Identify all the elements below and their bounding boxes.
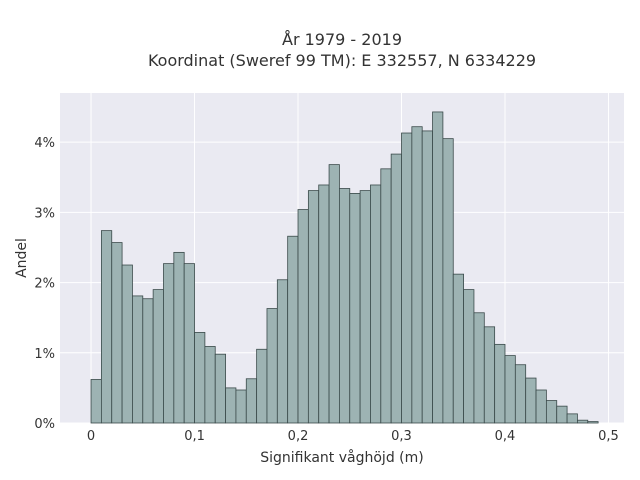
histogram-bar <box>100 230 113 424</box>
y-tick-label: 3% <box>34 206 55 221</box>
histogram-bar <box>473 312 485 424</box>
histogram-bar <box>349 193 361 424</box>
histogram-bar <box>339 188 351 424</box>
histogram-bar <box>266 308 278 424</box>
histogram-bar <box>442 138 454 424</box>
histogram-bar <box>525 377 537 424</box>
histogram-bar <box>214 353 226 424</box>
histogram-bar <box>514 364 527 424</box>
x-tick-label: 0,3 <box>391 429 412 444</box>
histogram-bar <box>421 130 433 424</box>
histogram-bar <box>256 348 268 424</box>
histogram-bar <box>287 235 299 424</box>
y-tick-label: 2% <box>34 277 55 292</box>
histogram-bar <box>307 190 320 424</box>
histogram-bar <box>173 251 185 424</box>
y-tick-label: 4% <box>34 136 55 151</box>
tick-labels: 0 0,1 0,2 0,3 0,4 0,5 0% 1% 2% 3% 4% <box>34 136 618 444</box>
histogram-bar <box>359 190 371 424</box>
histogram-bar <box>452 273 464 424</box>
histogram-bar <box>318 184 330 424</box>
histogram-bar <box>121 264 133 424</box>
y-tick-label: 0% <box>34 417 55 432</box>
histogram-bar <box>183 263 195 424</box>
histogram-bar <box>163 263 175 424</box>
y-tick-label: 1% <box>34 347 55 362</box>
chart-title-line-2: Koordinat (Sweref 99 TM): E 332557, N 63… <box>148 51 536 70</box>
histogram-bar <box>566 413 578 424</box>
histogram-bar <box>587 421 599 424</box>
histogram-bar <box>194 332 206 424</box>
histogram-bar <box>245 378 258 424</box>
histogram-bar <box>411 126 423 424</box>
y-axis-label: Andel <box>14 238 30 278</box>
histogram-bar <box>380 168 392 424</box>
x-tick-label: 0,5 <box>598 429 619 444</box>
histogram-bar <box>577 419 589 424</box>
x-tick-label: 0,1 <box>184 429 205 444</box>
histogram-bar <box>535 389 547 424</box>
histogram-bar <box>556 405 568 424</box>
histogram-bar <box>390 153 402 424</box>
x-tick-label: 0,4 <box>495 429 516 444</box>
histogram-bar <box>142 298 154 424</box>
x-tick-label: 0,2 <box>288 429 309 444</box>
histogram-bar <box>545 400 558 424</box>
chart-title-line-1: År 1979 - 2019 <box>282 30 402 49</box>
x-tick-label: 0 <box>87 429 95 444</box>
histogram-bar <box>225 387 237 424</box>
histogram-bar <box>235 389 247 424</box>
histogram-bar <box>204 346 216 424</box>
histogram-bar <box>401 132 413 424</box>
histogram-bar <box>494 343 506 424</box>
bars <box>90 111 599 424</box>
histogram-bar <box>297 209 309 424</box>
histogram-bar <box>152 289 164 424</box>
histogram-bar <box>504 355 516 424</box>
x-axis-label: Signifikant våghöjd (m) <box>260 449 423 466</box>
histogram-bar <box>370 184 382 424</box>
histogram-bar <box>432 111 444 424</box>
histogram-bar <box>328 164 340 424</box>
histogram-bar <box>111 242 123 424</box>
histogram-bar <box>463 289 475 424</box>
histogram-bar <box>276 279 289 424</box>
histogram-bar <box>90 379 102 424</box>
histogram-bar <box>483 326 496 424</box>
histogram-bar <box>132 295 144 424</box>
